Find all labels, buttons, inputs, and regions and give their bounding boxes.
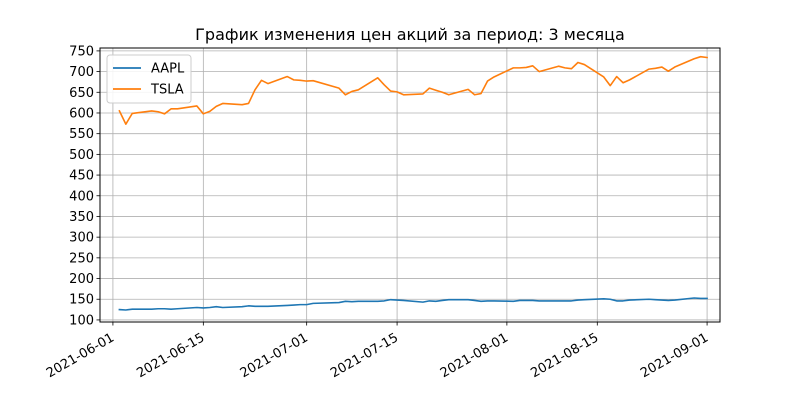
- y-tick-label: 650: [69, 86, 94, 101]
- y-tick-label: 200: [69, 272, 94, 287]
- y-tick-label: 750: [69, 44, 94, 59]
- legend-box: [106, 54, 192, 104]
- series-line-tsla: [118, 55, 708, 125]
- y-tick-label: 250: [69, 251, 94, 266]
- plot-frame: [99, 47, 721, 323]
- series-line-aapl: [118, 297, 708, 311]
- y-tick-label: 150: [69, 293, 94, 308]
- y-tick-label: 300: [69, 231, 94, 246]
- chart-title: График изменения цен акций за период: 3 …: [195, 25, 625, 44]
- y-tick-label: 450: [69, 169, 94, 184]
- legend: AAPL TSLA: [106, 54, 192, 104]
- y-tick-label: 500: [69, 148, 94, 163]
- legend-label: TSLA: [150, 83, 184, 98]
- y-axis: 100 150 200 250 300 350 400 450 500 550 600 650 700 7…: [69, 44, 100, 328]
- grid-lines: [100, 48, 720, 322]
- y-tick-label: 350: [69, 210, 94, 225]
- y-tick-label: 600: [69, 106, 94, 121]
- y-tick-label: 400: [69, 189, 94, 204]
- y-tick-label: 550: [69, 127, 94, 142]
- legend-label: AAPL: [151, 62, 185, 77]
- y-tick-label: 100: [69, 313, 94, 328]
- y-tick-label: 700: [69, 65, 94, 80]
- series-lines: [118, 55, 708, 311]
